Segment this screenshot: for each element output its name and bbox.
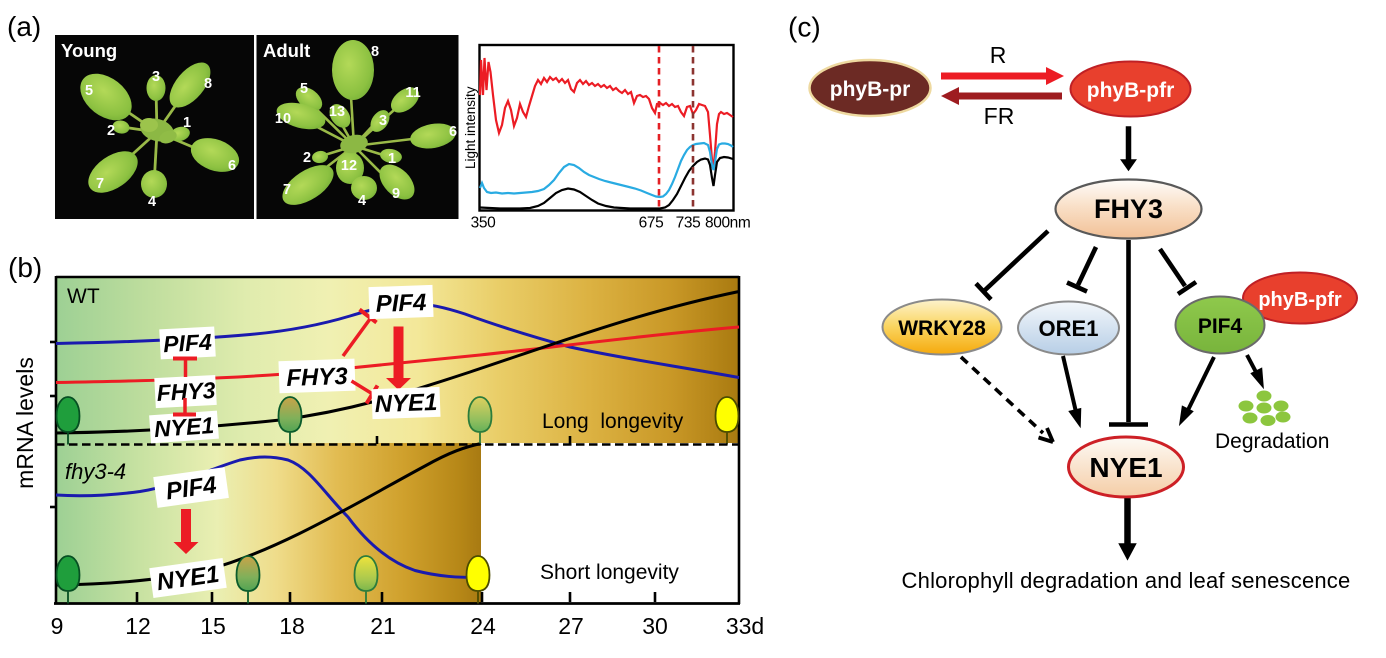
svg-text:3: 3 bbox=[379, 113, 387, 129]
svg-text:(c): (c) bbox=[788, 12, 821, 43]
svg-text:4: 4 bbox=[358, 193, 366, 209]
svg-text:(b): (b) bbox=[8, 252, 42, 283]
svg-text:27: 27 bbox=[558, 613, 584, 639]
svg-text:4: 4 bbox=[148, 194, 156, 210]
svg-text:Degradation: Degradation bbox=[1215, 430, 1329, 453]
svg-text:735: 735 bbox=[676, 215, 701, 232]
svg-text:6: 6 bbox=[228, 158, 236, 174]
svg-text:7: 7 bbox=[96, 176, 104, 192]
svg-text:1: 1 bbox=[388, 151, 396, 167]
svg-text:R: R bbox=[990, 42, 1007, 68]
svg-text:Chlorophyll degradation and le: Chlorophyll degradation and leaf senesce… bbox=[902, 568, 1351, 593]
svg-text:NYE1: NYE1 bbox=[374, 389, 438, 418]
svg-text:phyB-pr: phyB-pr bbox=[830, 78, 911, 101]
svg-text:11: 11 bbox=[405, 85, 420, 101]
svg-text:FHY3: FHY3 bbox=[286, 363, 349, 392]
svg-text:18: 18 bbox=[279, 613, 305, 639]
svg-text:10: 10 bbox=[275, 111, 291, 127]
svg-text:30: 30 bbox=[642, 613, 668, 639]
svg-text:33d: 33d bbox=[726, 613, 764, 639]
svg-text:mRNA levels: mRNA levels bbox=[12, 357, 38, 489]
svg-text:9: 9 bbox=[51, 613, 64, 639]
svg-text:WRKY28: WRKY28 bbox=[898, 317, 986, 340]
svg-text:15: 15 bbox=[200, 613, 226, 639]
svg-text:Adult: Adult bbox=[263, 40, 310, 61]
svg-text:675: 675 bbox=[639, 215, 664, 232]
svg-text:12: 12 bbox=[125, 613, 151, 639]
svg-text:8: 8 bbox=[371, 44, 379, 60]
svg-text:NYE1: NYE1 bbox=[153, 412, 215, 442]
svg-text:PIF4: PIF4 bbox=[1198, 315, 1243, 338]
svg-text:PIF4: PIF4 bbox=[375, 289, 427, 318]
svg-text:9: 9 bbox=[392, 186, 400, 202]
svg-text:2: 2 bbox=[107, 123, 115, 139]
svg-text:FHY3: FHY3 bbox=[1094, 194, 1163, 224]
svg-text:5: 5 bbox=[85, 83, 93, 99]
svg-text:3: 3 bbox=[152, 69, 160, 85]
svg-text:Long longevity: Long longevity bbox=[542, 410, 684, 433]
svg-text:6: 6 bbox=[449, 124, 457, 140]
svg-text:1: 1 bbox=[183, 115, 191, 131]
svg-text:fhy3-4: fhy3-4 bbox=[65, 459, 126, 484]
svg-text:2: 2 bbox=[303, 150, 311, 166]
svg-text:24: 24 bbox=[470, 613, 496, 639]
svg-text:PIF4: PIF4 bbox=[163, 329, 213, 358]
svg-text:8: 8 bbox=[204, 76, 212, 92]
svg-text:350: 350 bbox=[471, 215, 496, 232]
svg-text:WT: WT bbox=[67, 285, 100, 308]
svg-text:phyB-pfr: phyB-pfr bbox=[1087, 79, 1175, 102]
svg-text:(a): (a) bbox=[7, 11, 41, 42]
svg-text:FR: FR bbox=[984, 103, 1015, 129]
svg-text:800nm: 800nm bbox=[705, 215, 750, 232]
svg-text:7: 7 bbox=[283, 182, 291, 198]
svg-text:Light intensity: Light intensity bbox=[463, 86, 478, 169]
svg-text:Young: Young bbox=[61, 40, 117, 61]
svg-text:21: 21 bbox=[370, 613, 396, 639]
svg-text:13: 13 bbox=[329, 104, 345, 120]
svg-text:phyB-pfr: phyB-pfr bbox=[1258, 289, 1342, 311]
svg-text:ORE1: ORE1 bbox=[1039, 316, 1099, 341]
svg-text:5: 5 bbox=[300, 81, 308, 97]
svg-text:NYE1: NYE1 bbox=[1089, 452, 1162, 483]
svg-text:12: 12 bbox=[341, 158, 357, 174]
svg-text:Short longevity: Short longevity bbox=[540, 561, 679, 584]
